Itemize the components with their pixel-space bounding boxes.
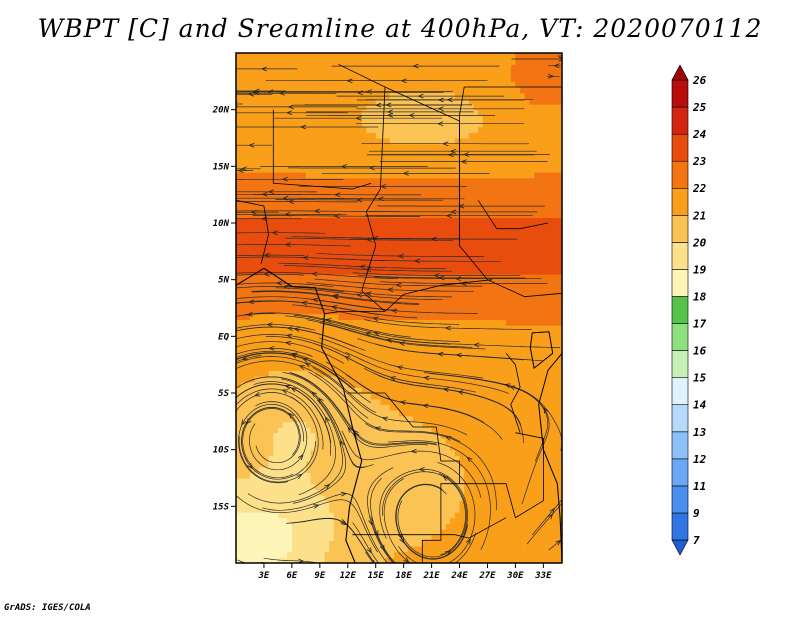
colorbar-swatch-5: [671, 404, 689, 433]
colorbar-swatch-0: [671, 539, 689, 556]
x-tick-label-12E: 12E: [340, 571, 357, 581]
colorbar-label-21: 21: [692, 209, 706, 222]
colorbar-swatch-12: [671, 215, 689, 243]
x-tick-label-24E: 24E: [450, 571, 468, 581]
colorbar-swatch-7: [671, 350, 689, 379]
colorbar-label-15: 15: [693, 372, 707, 385]
colorbar-swatch-8: [671, 323, 689, 351]
colorbar-swatch-2: [671, 485, 689, 514]
colorbar-label-7: 7: [693, 534, 700, 547]
colorbar-label-12: 12: [693, 453, 707, 466]
colorbar-swatch-17: [671, 79, 689, 108]
streamlines: [236, 55, 562, 563]
colorbar-label-18: 18: [693, 291, 707, 304]
x-tick-label-15E: 15E: [368, 571, 385, 581]
colorbar-label-26: 26: [692, 74, 707, 87]
x-tick-label-21E: 21E: [422, 571, 440, 581]
colorbar-label-13: 13: [693, 426, 707, 439]
colorbar-swatch-10: [671, 269, 689, 297]
y-tick-label-5S: 5S: [218, 389, 229, 399]
colorbar-label-16: 16: [693, 345, 707, 358]
y-tick-label-15S: 15S: [213, 502, 230, 512]
x-tick-label-18E: 18E: [396, 571, 413, 581]
colorbar-label-22: 22: [692, 182, 707, 195]
x-tick-label-27E: 27E: [478, 571, 496, 581]
colorbar-swatch-13: [671, 187, 689, 216]
colorbar-swatch-3: [671, 458, 689, 487]
colorbar-swatch-4: [671, 431, 689, 460]
x-tick-label-33E: 33E: [534, 571, 552, 581]
y-tick-label-5N: 5N: [218, 276, 229, 286]
country-borders: [236, 63, 562, 563]
x-axis: 3E 6E 9E 12E 15E 18E 21E 24E 27E 30E 33E: [258, 563, 552, 581]
colorbar: 7 9 11 12 13 14 15 16 17 18 19 20 21 22 23 24 25 26: [671, 64, 707, 556]
plot-frame: [235, 52, 563, 564]
y-tick-label-10N: 10N: [213, 219, 230, 229]
colorbar-label-11: 11: [693, 480, 706, 493]
colorbar-label-20: 20: [692, 236, 707, 249]
colorbar-swatch-9: [671, 296, 689, 324]
y-axis: 20N 15N 10N 5N EQ 5S 10S 15S: [212, 106, 236, 512]
x-tick-label-9E: 9E: [314, 571, 325, 581]
chart-title: WBPT [C] and Sreamline at 400hPa, VT: 20…: [37, 14, 763, 43]
colorbar-label-17: 17: [693, 318, 707, 331]
y-tick-label-10S: 10S: [213, 446, 230, 456]
y-tick-label-20N: 20N: [212, 106, 230, 116]
colorbar-label-25: 25: [692, 101, 707, 114]
colorbar-label-9: 9: [693, 507, 700, 520]
colorbar-swatch-1: [671, 512, 689, 541]
colorbar-label-24: 24: [692, 128, 707, 141]
x-tick-label-30E: 30E: [506, 571, 524, 581]
colorbar-swatch-6: [671, 377, 689, 406]
colorbar-swatch-18: [671, 64, 689, 81]
x-tick-label-6E: 6E: [286, 571, 297, 581]
y-tick-label-EQ: EQ: [218, 332, 229, 342]
credit-label: GrADS: IGES/COLA: [4, 603, 91, 613]
colorbar-swatch-14: [671, 160, 689, 189]
colorbar-label-19: 19: [693, 263, 707, 276]
y-tick-label-15N: 15N: [213, 162, 230, 172]
colorbar-swatch-16: [671, 106, 689, 135]
colorbar-swatch-15: [671, 133, 689, 162]
colorbar-label-14: 14: [693, 399, 707, 412]
wbpt-field: [236, 53, 562, 563]
colorbar-swatch-11: [671, 242, 689, 270]
x-tick-label-3E: 3E: [258, 571, 270, 581]
colorbar-label-23: 23: [692, 155, 707, 168]
